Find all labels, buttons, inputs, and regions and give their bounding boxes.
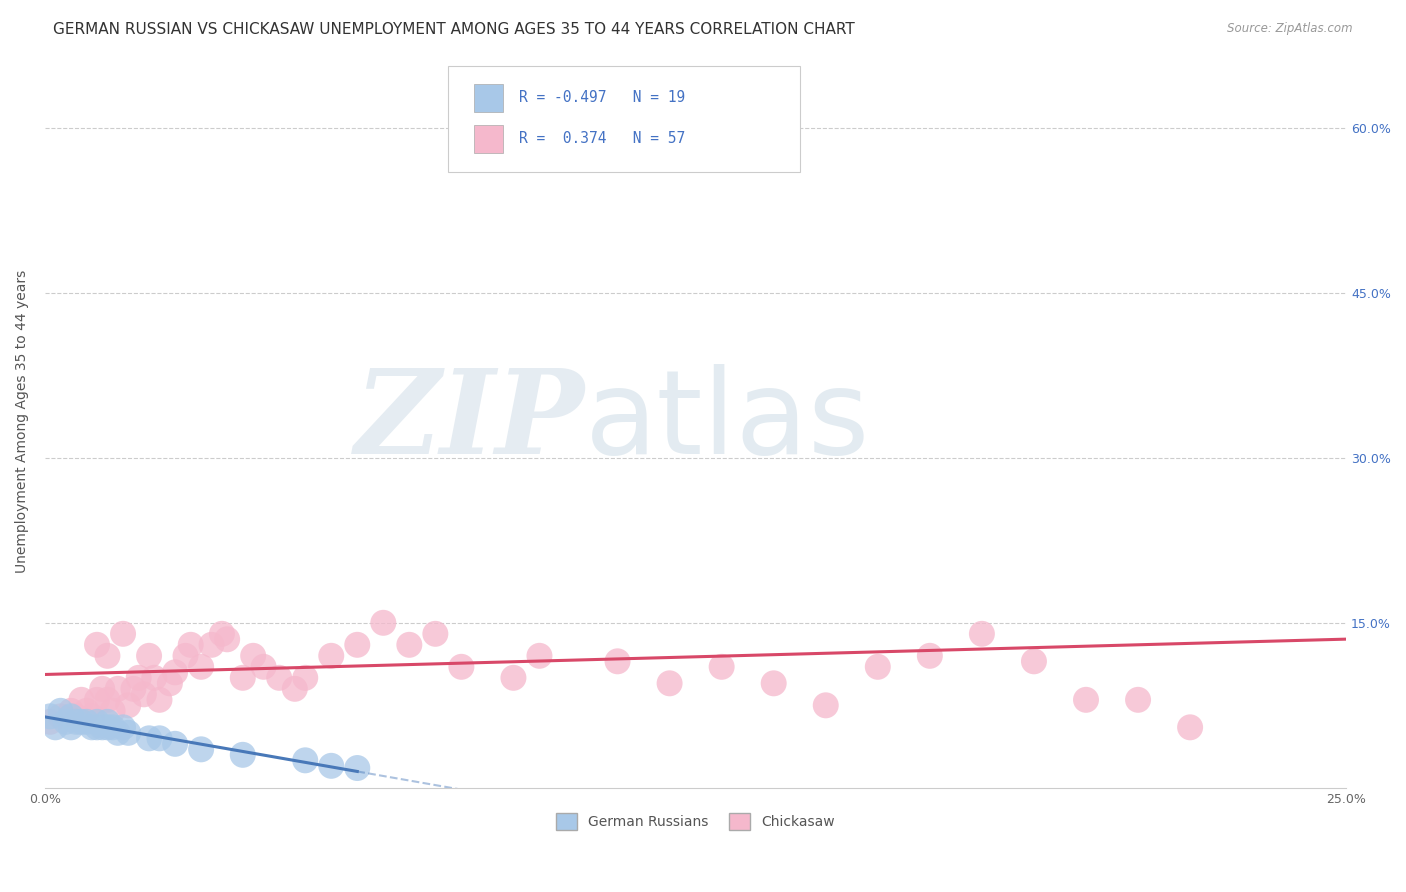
Point — [55, 714, 77, 729]
Point — [86, 638, 108, 652]
Point — [86, 693, 108, 707]
Point — [101, 720, 124, 734]
Text: R = -0.497   N = 19: R = -0.497 N = 19 — [519, 90, 685, 105]
Text: R =  0.374   N = 57: R = 0.374 N = 57 — [519, 131, 685, 146]
Point — [918, 648, 941, 663]
Point — [190, 742, 212, 756]
Point — [148, 693, 170, 707]
Point — [138, 648, 160, 663]
Point — [970, 627, 993, 641]
Bar — [474, 84, 503, 112]
Point — [39, 714, 62, 729]
Point — [165, 665, 187, 680]
Point — [814, 698, 837, 713]
Point — [70, 693, 93, 707]
Point — [1022, 654, 1045, 668]
Point — [96, 648, 118, 663]
FancyBboxPatch shape — [449, 66, 800, 172]
Point — [128, 671, 150, 685]
Point — [49, 704, 72, 718]
Point — [107, 726, 129, 740]
Point — [294, 753, 316, 767]
Point — [148, 731, 170, 746]
Point — [132, 687, 155, 701]
Point — [101, 704, 124, 718]
Point — [252, 660, 274, 674]
Point — [138, 731, 160, 746]
Point — [425, 627, 447, 641]
Bar — [474, 125, 503, 153]
Point — [710, 660, 733, 674]
Point — [321, 759, 343, 773]
Point — [143, 671, 166, 685]
Point — [232, 671, 254, 685]
Point — [606, 654, 628, 668]
Point — [59, 704, 82, 718]
Point — [49, 709, 72, 723]
Point — [80, 709, 103, 723]
Point — [96, 693, 118, 707]
Point — [284, 681, 307, 696]
Point — [242, 648, 264, 663]
Point — [232, 747, 254, 762]
Point — [450, 660, 472, 674]
Text: ZIP: ZIP — [354, 364, 585, 479]
Point — [200, 638, 222, 652]
Text: Source: ZipAtlas.com: Source: ZipAtlas.com — [1227, 22, 1353, 36]
Point — [96, 720, 118, 734]
Point — [346, 638, 368, 652]
Point — [174, 648, 197, 663]
Point — [346, 761, 368, 775]
Point — [65, 714, 87, 729]
Point — [1178, 720, 1201, 734]
Point — [44, 720, 66, 734]
Point — [1074, 693, 1097, 707]
Point — [39, 709, 62, 723]
Point — [866, 660, 889, 674]
Point — [502, 671, 524, 685]
Point — [76, 714, 98, 729]
Point — [269, 671, 291, 685]
Point — [211, 627, 233, 641]
Point — [112, 720, 135, 734]
Point — [80, 720, 103, 734]
Point — [96, 714, 118, 729]
Point — [117, 698, 139, 713]
Point — [107, 681, 129, 696]
Point — [190, 660, 212, 674]
Point — [122, 681, 145, 696]
Point — [762, 676, 785, 690]
Point — [76, 704, 98, 718]
Point — [554, 104, 576, 119]
Point — [91, 681, 114, 696]
Point — [373, 615, 395, 630]
Point — [217, 632, 239, 647]
Point — [59, 720, 82, 734]
Point — [1126, 693, 1149, 707]
Point — [86, 720, 108, 734]
Point — [294, 671, 316, 685]
Point — [65, 709, 87, 723]
Point — [112, 627, 135, 641]
Point — [117, 726, 139, 740]
Point — [86, 714, 108, 729]
Point — [59, 709, 82, 723]
Text: GERMAN RUSSIAN VS CHICKASAW UNEMPLOYMENT AMONG AGES 35 TO 44 YEARS CORRELATION C: GERMAN RUSSIAN VS CHICKASAW UNEMPLOYMENT… — [53, 22, 855, 37]
Legend: German Russians, Chickasaw: German Russians, Chickasaw — [551, 808, 841, 836]
Point — [658, 676, 681, 690]
Point — [398, 638, 420, 652]
Point — [91, 720, 114, 734]
Point — [529, 648, 551, 663]
Point — [180, 638, 202, 652]
Point — [165, 737, 187, 751]
Point — [159, 676, 181, 690]
Point — [70, 714, 93, 729]
Y-axis label: Unemployment Among Ages 35 to 44 years: Unemployment Among Ages 35 to 44 years — [15, 270, 30, 574]
Text: atlas: atlas — [585, 364, 870, 479]
Point — [321, 648, 343, 663]
